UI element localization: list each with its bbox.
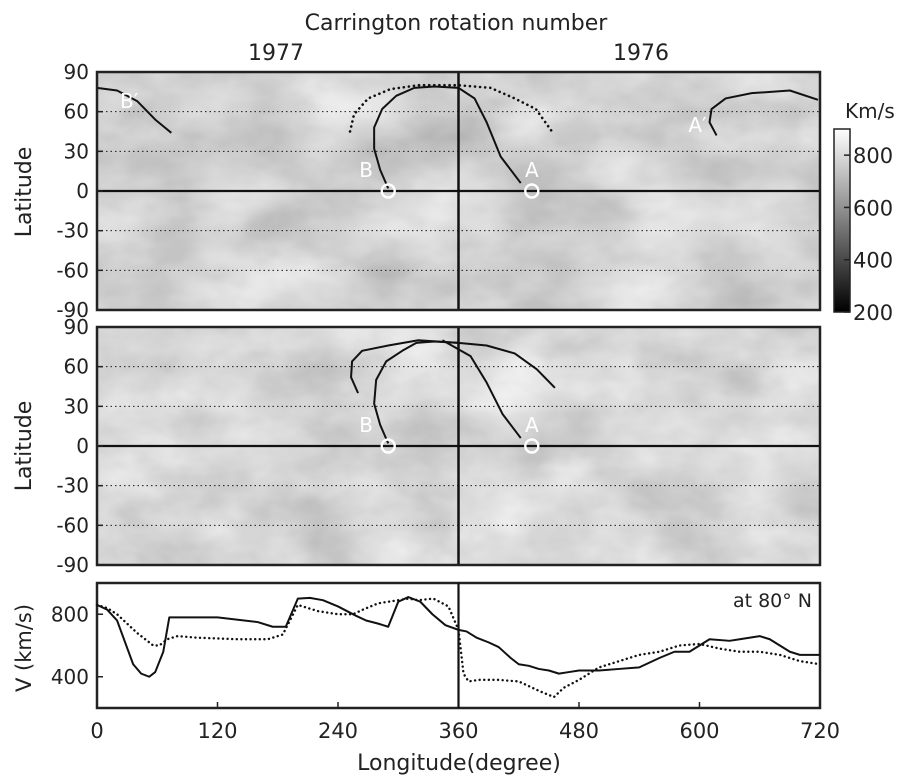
field-line-solid (373, 85, 459, 189)
field-line-solid (441, 339, 522, 439)
colorbar-tick-label: 200 (853, 301, 893, 325)
latitude-tick-label: 60 (64, 355, 89, 379)
region-label: B′ (120, 89, 139, 113)
region-label: B (359, 158, 373, 182)
latitude-tick-label: -30 (56, 474, 89, 498)
latitude-tick-label: -30 (56, 219, 89, 243)
speed-profile-panel: 0 120 240 360 480 600 720 400 800 at 80° N V (km… (12, 581, 840, 776)
field-line-dotted (348, 83, 555, 135)
longitude-tick-label: 600 (679, 719, 719, 743)
latitude-tick-label: 0 (76, 434, 89, 458)
latitude-tick-label: -90 (56, 553, 89, 577)
bottom-speed-map-panel: 90 60 30 0 -30 -60 -90 B A Latitude (12, 315, 822, 577)
bottom-map-ylabel: Latitude (12, 401, 37, 492)
footpoint-marker-b (380, 183, 396, 199)
latitude-tick-label: -60 (56, 513, 89, 537)
longitude-tick-label: 720 (800, 719, 840, 743)
footpoint-marker-b (380, 438, 396, 454)
latitude-tick-label: 90 (64, 60, 89, 84)
rotation-label-right: 1976 (613, 41, 669, 66)
longitude-tick-label: 120 (197, 719, 237, 743)
region-label: A (525, 413, 539, 437)
latitude-tick-label: 30 (64, 139, 89, 163)
longitude-tick-label: 0 (90, 719, 103, 743)
region-label: A (525, 158, 539, 182)
colorbar-tick-label: 800 (853, 144, 893, 168)
latitude-tick-label: 90 (64, 315, 89, 339)
profile-ylabel: V (km/s) (12, 604, 36, 692)
footpoint-marker-a (524, 183, 540, 199)
latitude-tick-label: 60 (64, 100, 89, 124)
colorbar-unit-label: Km/s (845, 99, 895, 123)
latitude-tick-label: 0 (76, 179, 89, 203)
longitude-tick-label: 480 (559, 719, 599, 743)
region-label: A′ (688, 113, 707, 137)
field-line-solid (373, 340, 459, 444)
bottom-map-frame (95, 325, 822, 567)
longitude-tick-label: 240 (318, 719, 358, 743)
field-line-solid (350, 339, 556, 394)
footpoint-marker-a (524, 438, 540, 454)
region-label: B (359, 413, 373, 437)
speed-colorbar: Km/s 800 600 400 200 (833, 99, 895, 325)
colorbar-tick-label: 600 (853, 196, 893, 220)
latitude-tick-label: -90 (56, 298, 89, 322)
field-line-solid (457, 87, 522, 184)
field-line-solid (708, 89, 819, 136)
latitude-tick-label: -60 (56, 258, 89, 282)
colorbar-gradient (833, 128, 851, 313)
speed-tick-label: 400 (51, 665, 89, 689)
profile-xlabel: Longitude(degree) (357, 751, 561, 776)
colorbar-tick-label: 400 (853, 249, 893, 273)
top-map-frame (95, 70, 822, 312)
profile-annotation: at 80° N (733, 590, 812, 612)
speed-series-dotted (95, 597, 822, 699)
top-speed-map-panel: 90 60 30 0 -30 -60 -90 B′ B A A′ Latitude (12, 60, 822, 322)
field-line-solid (96, 86, 172, 134)
latitude-tick-label: 30 (64, 394, 89, 418)
chart-title: Carrington rotation number (305, 11, 609, 36)
longitude-tick-label: 360 (438, 719, 478, 743)
speed-tick-label: 800 (51, 602, 89, 626)
top-map-ylabel: Latitude (12, 147, 37, 238)
rotation-label-left: 1977 (248, 41, 304, 66)
